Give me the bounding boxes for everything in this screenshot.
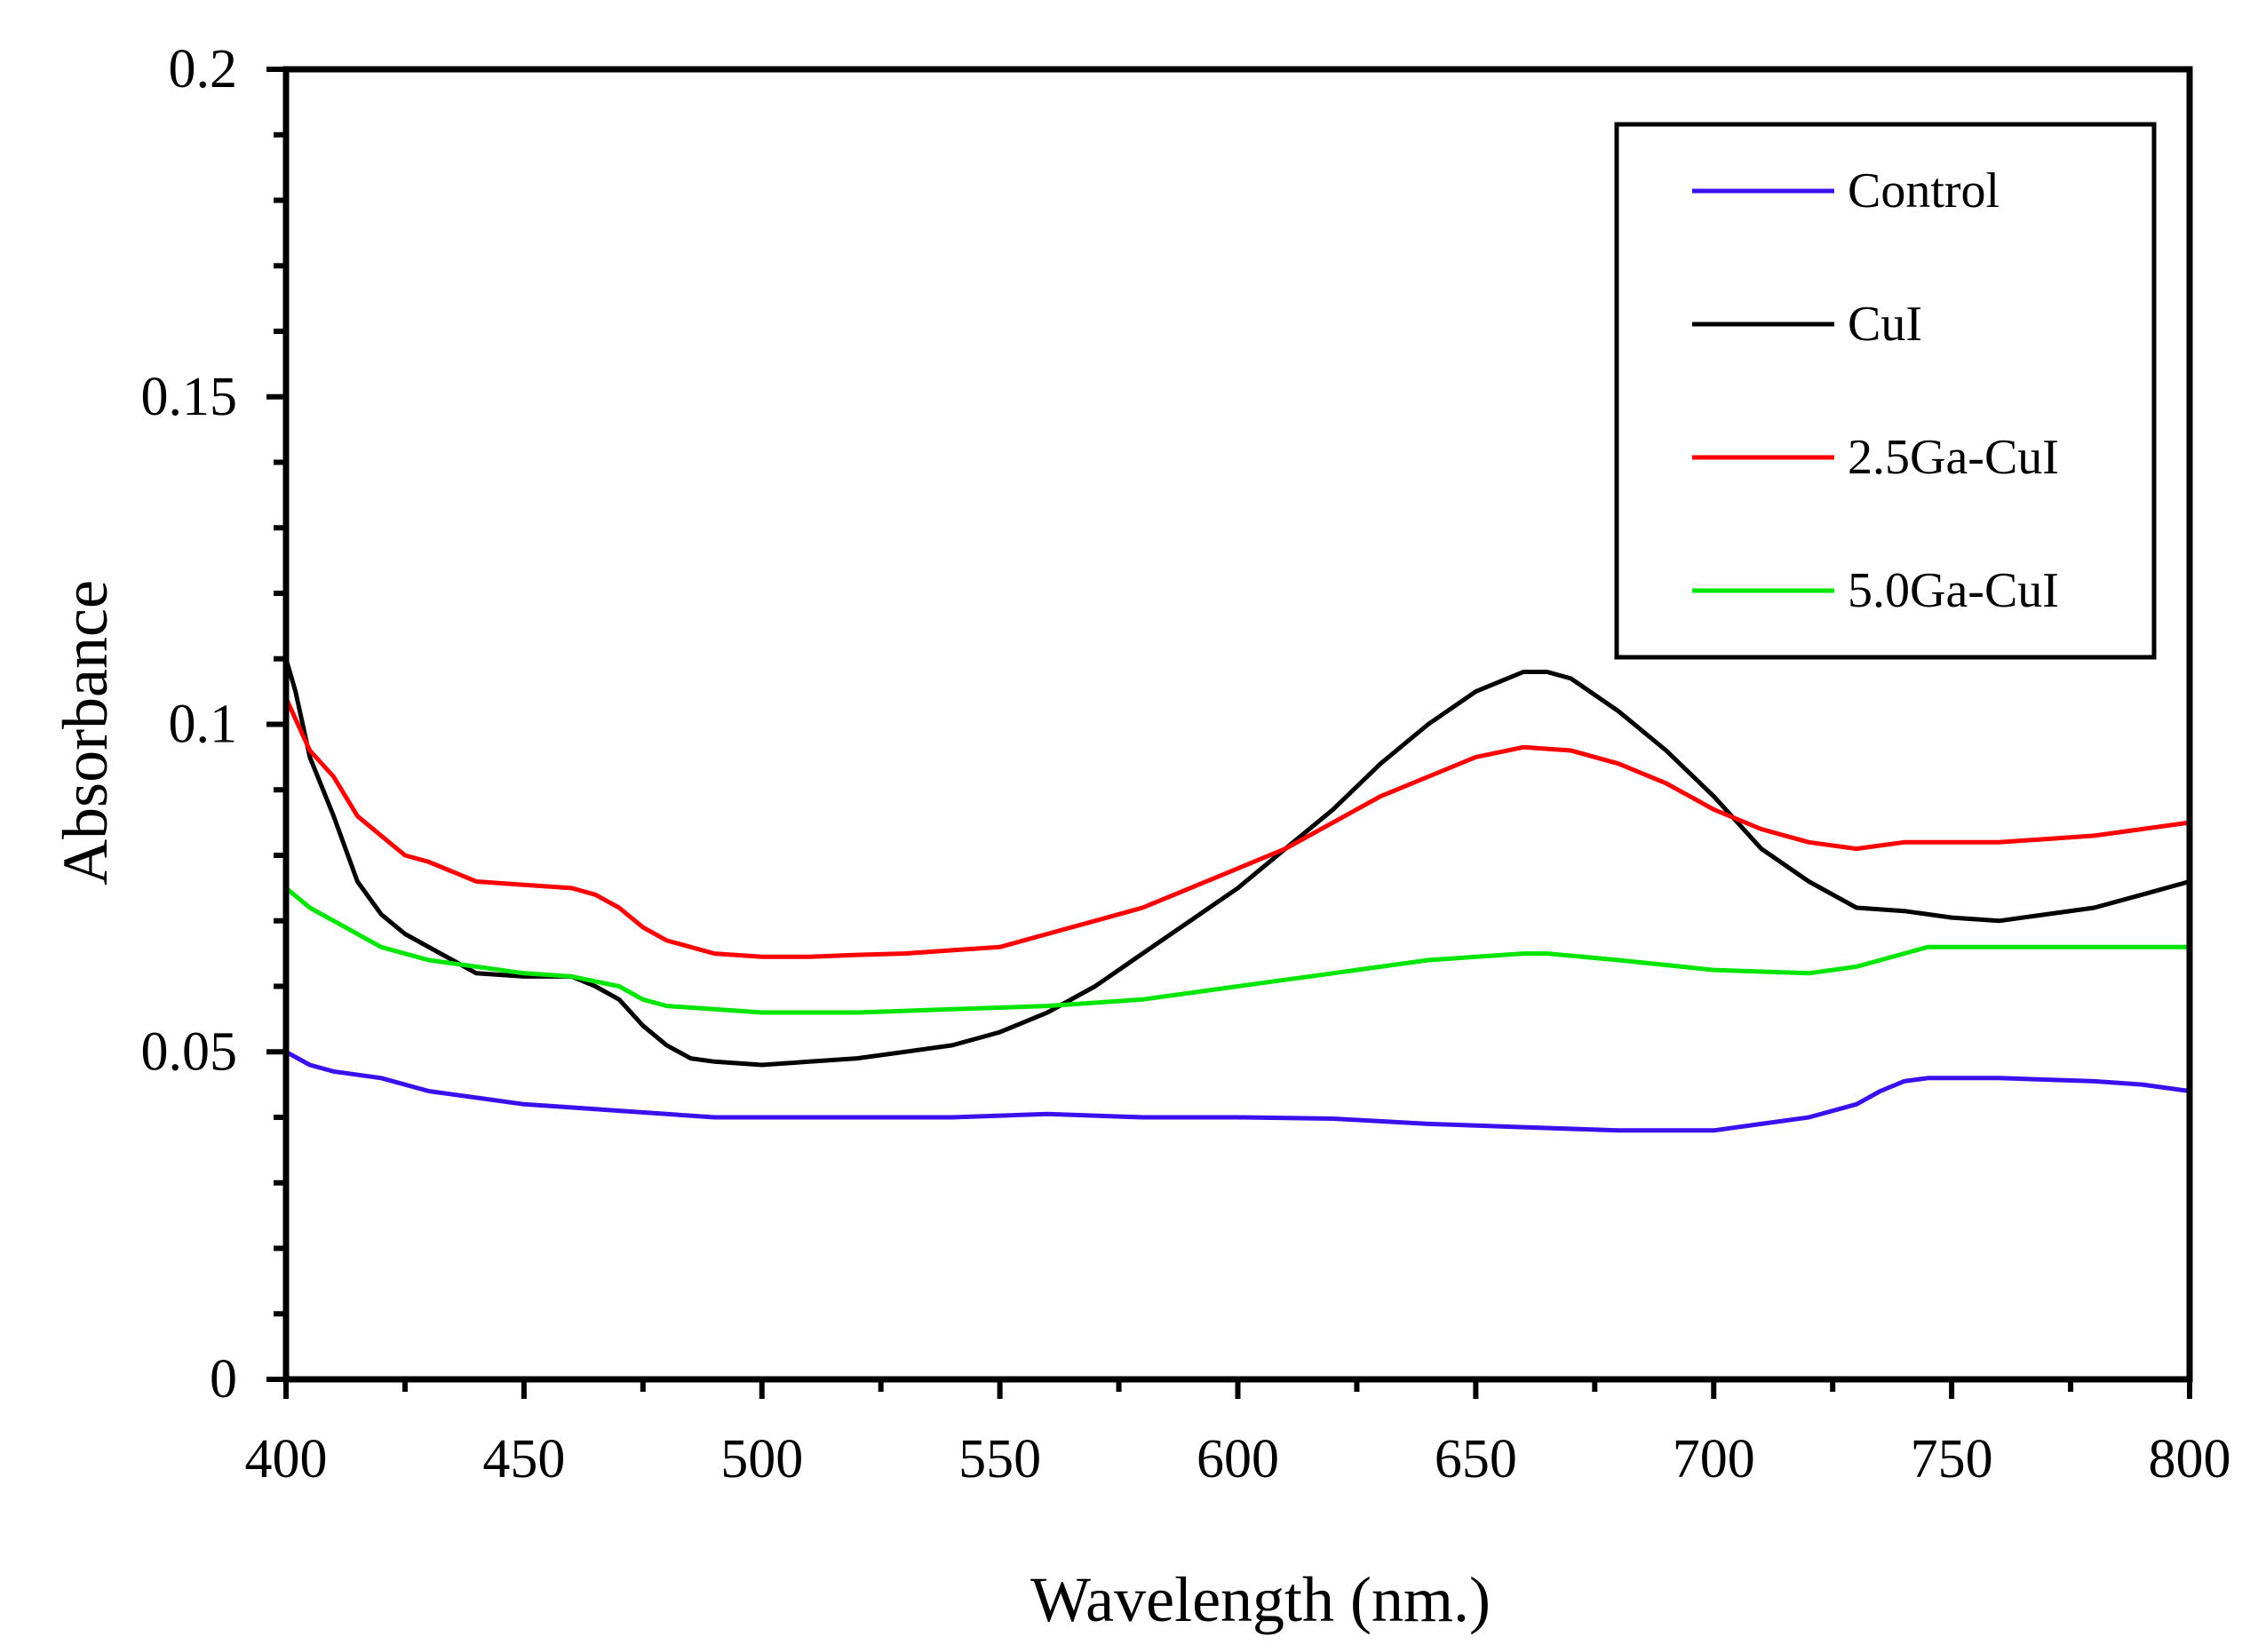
x-tick-label: 600 xyxy=(1197,1429,1279,1489)
y-tick-label: 0 xyxy=(210,1349,237,1410)
legend-label: CuI xyxy=(1848,297,1922,352)
legend-box xyxy=(1614,122,2157,660)
x-axis-title: Wavelength (nm.) xyxy=(1030,1564,1491,1635)
y-tick-label: 0.15 xyxy=(141,367,238,427)
plot-area-border xyxy=(282,66,2193,1383)
series-line-2-5ga-cui xyxy=(283,695,2192,959)
y-axis-title: Absorbance xyxy=(50,580,121,886)
x-tick-label: 800 xyxy=(2149,1429,2231,1489)
legend: Control CuI 2.5Ga-CuI 5.0Ga-CuI xyxy=(1614,122,2157,660)
y-tick-label: 0.1 xyxy=(169,695,238,755)
x-tick-label: 450 xyxy=(482,1429,565,1489)
x-tick-label: 650 xyxy=(1435,1429,1517,1489)
series-lines xyxy=(283,656,2192,1133)
legend-label: 5.0Ga-CuI xyxy=(1848,563,2059,618)
series-line-5-0ga-cui xyxy=(283,886,2192,1015)
y-tick-label: 0.05 xyxy=(141,1021,238,1082)
x-tick-label: 500 xyxy=(720,1429,803,1489)
x-tick-label: 550 xyxy=(958,1429,1041,1489)
legend-label: 2.5Ga-CuI xyxy=(1848,430,2059,485)
x-tick-label: 400 xyxy=(245,1429,328,1489)
y-tick-label: 0.2 xyxy=(169,39,238,99)
series-line-control xyxy=(283,1049,2192,1133)
plot-frame xyxy=(282,66,2193,1383)
x-tick-label: 750 xyxy=(1911,1429,1993,1489)
x-tick-label: 700 xyxy=(1673,1429,1755,1489)
axes: 0 0.05 0.1 0.15 0.2 400 450 500 550 600 650 700 750 8… xyxy=(141,39,2231,1489)
series-line-cui xyxy=(283,656,2192,1068)
legend-label: Control xyxy=(1848,163,2000,218)
